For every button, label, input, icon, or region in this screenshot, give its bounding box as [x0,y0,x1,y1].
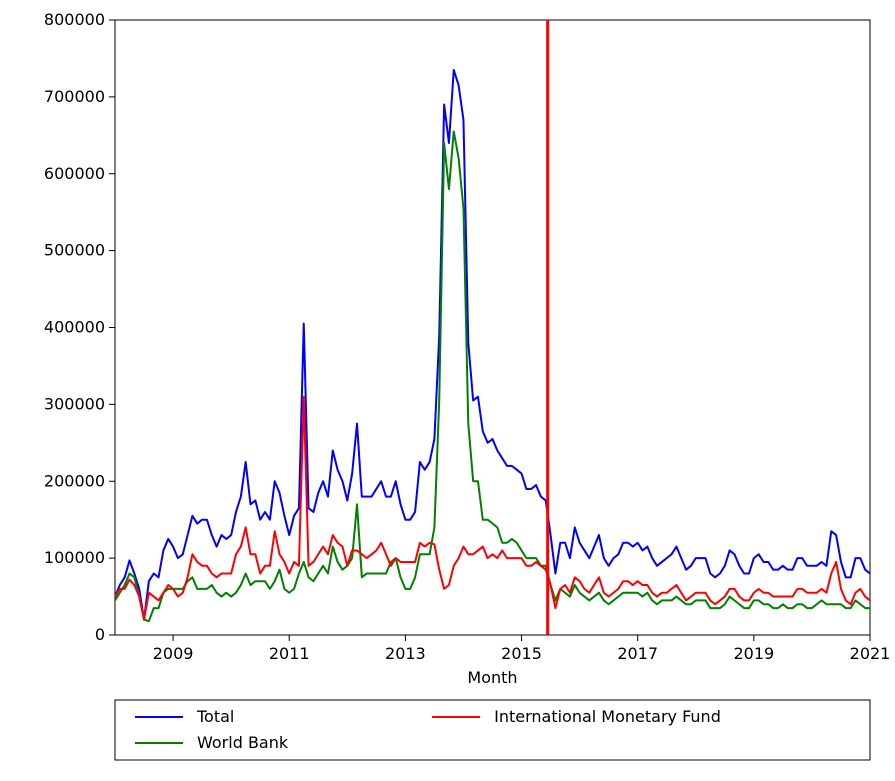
x-tick-label: 2015 [501,644,542,663]
y-tick-label: 300000 [44,394,105,413]
x-tick-label: 2013 [385,644,426,663]
x-tick-label: 2021 [850,644,891,663]
x-tick-label: 2019 [733,644,774,663]
chart-bg [0,0,895,781]
y-tick-label: 600000 [44,164,105,183]
y-tick-label: 500000 [44,241,105,260]
x-tick-label: 2017 [617,644,658,663]
y-tick-label: 0 [95,625,105,644]
x-tick-label: 2011 [269,644,310,663]
x-tick-label: 2009 [153,644,194,663]
chart-container: 0 100000 200000 300000 400000 500000 600000 700… [0,0,895,781]
y-tick-label: 400000 [44,318,105,337]
x-axis-label: Month [467,668,517,687]
y-tick-label: 700000 [44,87,105,106]
y-tick-label: 200000 [44,471,105,490]
legend-label: International Monetary Fund [494,707,721,726]
legend-label: Total [196,707,234,726]
y-tick-label: 800000 [44,10,105,29]
line-chart: 0 100000 200000 300000 400000 500000 600000 700… [0,0,895,781]
legend-label: World Bank [197,733,289,752]
y-tick-label: 100000 [44,548,105,567]
